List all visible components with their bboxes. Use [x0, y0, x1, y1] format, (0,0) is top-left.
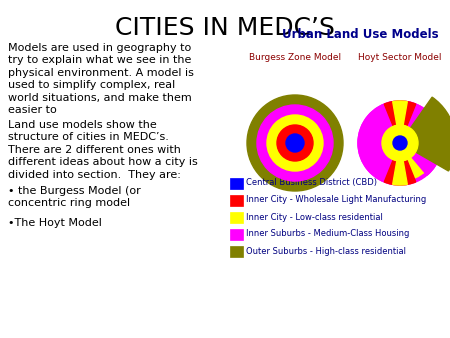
- Wedge shape: [384, 101, 416, 143]
- Circle shape: [247, 95, 343, 191]
- Text: Models are used in geography to
try to explain what we see in the
physical envir: Models are used in geography to try to e…: [8, 43, 194, 115]
- Bar: [230, 177, 243, 189]
- Text: Central Business District (CBD): Central Business District (CBD): [246, 178, 377, 188]
- Bar: [230, 212, 243, 222]
- Text: Inner City - Wholesale Light Manufacturing: Inner City - Wholesale Light Manufacturi…: [246, 195, 426, 204]
- Text: • the Burgess Model (or
concentric ring model: • the Burgess Model (or concentric ring …: [8, 186, 141, 209]
- Text: Outer Suburbs - High-class residential: Outer Suburbs - High-class residential: [246, 246, 406, 256]
- Text: Inner Suburbs - Medium-Class Housing: Inner Suburbs - Medium-Class Housing: [246, 230, 410, 239]
- Text: Hoyt Sector Model: Hoyt Sector Model: [358, 53, 442, 62]
- Bar: [230, 245, 243, 257]
- Circle shape: [362, 105, 438, 181]
- Text: •The Hoyt Model: •The Hoyt Model: [8, 218, 102, 228]
- Bar: [230, 228, 243, 240]
- Text: CITIES IN MEDC’S: CITIES IN MEDC’S: [115, 16, 335, 40]
- Circle shape: [257, 105, 333, 181]
- Circle shape: [286, 134, 304, 152]
- Wedge shape: [400, 102, 442, 175]
- Text: Urban Land Use Models: Urban Land Use Models: [282, 28, 438, 41]
- Bar: [230, 194, 243, 206]
- Circle shape: [382, 125, 418, 161]
- Circle shape: [277, 125, 313, 161]
- Wedge shape: [393, 101, 407, 143]
- Wedge shape: [358, 102, 400, 184]
- Text: Inner City - Low-class residential: Inner City - Low-class residential: [246, 213, 383, 221]
- Wedge shape: [400, 97, 450, 171]
- Circle shape: [267, 115, 323, 171]
- Text: Land use models show the
structure of cities in MEDC’s.
There are 2 different on: Land use models show the structure of ci…: [8, 120, 198, 179]
- Wedge shape: [393, 143, 407, 185]
- Wedge shape: [384, 143, 416, 185]
- Circle shape: [393, 136, 407, 150]
- Text: Burgess Zone Model: Burgess Zone Model: [249, 53, 341, 62]
- Circle shape: [358, 101, 442, 185]
